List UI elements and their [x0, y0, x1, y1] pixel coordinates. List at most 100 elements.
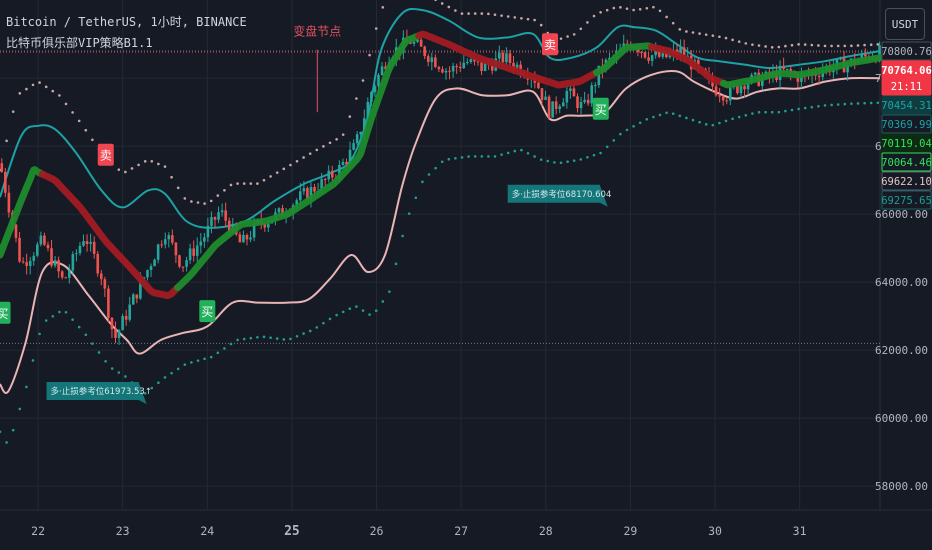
channel-bands: [0, 7, 881, 394]
upper-dot: [18, 92, 22, 95]
candle-body: [330, 170, 334, 178]
lower-dot: [216, 351, 220, 355]
upper-dot: [658, 9, 662, 13]
lower-dot: [236, 338, 239, 342]
lower-dot: [559, 161, 563, 165]
upper-dot: [434, 0, 437, 2]
upper-dot: [724, 36, 728, 40]
candle-body: [249, 237, 252, 240]
upper-dot: [328, 141, 332, 145]
candle-body: [323, 179, 327, 181]
upper-dot: [612, 6, 616, 10]
upper-dot: [797, 43, 800, 46]
candle-body: [341, 162, 345, 165]
candle-body: [156, 244, 160, 260]
candle-body: [576, 96, 579, 109]
upper-dot: [31, 83, 35, 87]
lower-dot: [157, 381, 160, 385]
lower-dot: [110, 367, 114, 370]
lower-dot: [117, 371, 121, 374]
upper-dot: [157, 162, 160, 166]
upper-dot: [757, 44, 761, 47]
lower-dot: [427, 173, 431, 176]
candle-body: [167, 235, 171, 240]
currency-button[interactable]: USDT: [885, 8, 925, 40]
candle-body: [583, 99, 586, 103]
ma-segment-up: [720, 54, 884, 89]
candle-body: [366, 101, 370, 119]
upper-dot: [592, 14, 596, 18]
upper-dot: [678, 28, 682, 31]
lower-dot: [434, 166, 437, 170]
candle-body: [92, 241, 96, 254]
price-tag-value: 70119.04: [881, 138, 932, 150]
upper-dot: [58, 94, 61, 97]
buy-signal-badge: [592, 97, 609, 120]
upper-dot: [632, 8, 635, 12]
lower-dot: [520, 148, 523, 152]
candle-body: [661, 51, 665, 57]
lower-dot: [38, 332, 41, 336]
lower-dot: [414, 196, 418, 200]
y-tick-label: 62000.00: [875, 344, 928, 357]
y-tick-label: 64000.00: [875, 276, 928, 289]
lower-dot: [731, 117, 734, 121]
lower-dot: [368, 313, 371, 316]
lower-dot: [817, 104, 820, 108]
lower-dot: [678, 114, 682, 118]
candle-body: [682, 47, 686, 57]
upper-dot: [440, 2, 444, 5]
lower-dot: [0, 430, 2, 434]
candle-body: [409, 41, 412, 44]
upper-dot: [731, 38, 734, 42]
candle-body: [419, 39, 423, 47]
upper-dot: [764, 45, 767, 48]
price-tag: [881, 190, 932, 210]
lower-dot: [381, 300, 385, 303]
candle-body: [46, 244, 50, 249]
lower-dot: [704, 123, 708, 126]
upper-dot: [566, 35, 569, 38]
upper-dot: [25, 87, 28, 91]
upper-dot: [625, 7, 629, 10]
upper-dot: [196, 201, 200, 204]
price-tag-value: 70764.06: [881, 65, 932, 77]
candle-body: [739, 86, 743, 94]
upper-dot: [163, 165, 167, 168]
candle-body: [579, 102, 583, 109]
candle-body: [597, 65, 601, 86]
candle-body: [302, 188, 306, 192]
candle-body: [373, 86, 377, 93]
upper-dot: [493, 13, 497, 17]
lower-dot: [315, 326, 319, 329]
upper-dot: [691, 31, 695, 34]
lower-dot: [361, 309, 365, 312]
candle-body: [192, 248, 195, 256]
lower-dot: [625, 128, 629, 132]
sell-signal-text: 卖: [544, 38, 556, 52]
candle-body: [43, 235, 46, 245]
stop-label-text: 多·止损参考位68170.604: [512, 189, 612, 200]
band-dots: [0, 0, 880, 444]
lower-dot: [612, 139, 616, 142]
lower-dot: [493, 155, 497, 158]
upper-dot: [863, 43, 866, 47]
candle-body: [480, 62, 483, 72]
lower-dot: [770, 110, 774, 114]
price-tag-value: 69275.65: [881, 195, 932, 207]
lower-dot: [843, 102, 847, 106]
upper-dot: [559, 37, 563, 40]
upper-dot: [652, 5, 655, 9]
lower-dot: [203, 357, 206, 361]
lower-dot: [355, 305, 358, 308]
lower-dot: [229, 342, 233, 346]
lower-dot: [282, 338, 286, 341]
upper-dot: [480, 12, 484, 15]
upper-dot: [216, 194, 220, 197]
lower-dot: [44, 319, 48, 322]
lower-dot: [275, 337, 279, 340]
lower-dot: [619, 132, 622, 136]
candle-body: [458, 66, 462, 69]
lower-dot: [249, 336, 253, 340]
